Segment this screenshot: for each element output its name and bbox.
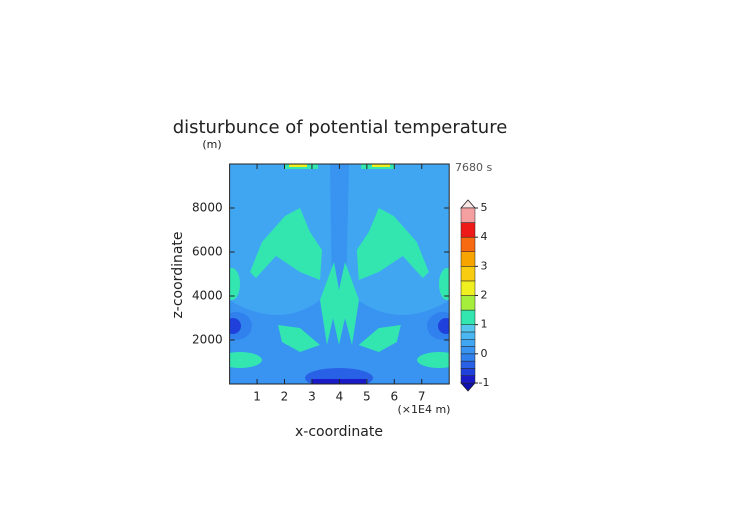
contour-region xyxy=(278,325,320,352)
x-axis-label: x-coordinate xyxy=(295,424,383,440)
colorbar-band xyxy=(460,353,476,362)
x-tick-label: 3 xyxy=(308,390,316,404)
y-tick-label: 6000 xyxy=(192,245,223,259)
colorbar-band xyxy=(460,368,476,376)
x-tick-label: 6 xyxy=(390,390,398,404)
x-tick-label: 2 xyxy=(281,390,289,404)
colorbar-band xyxy=(460,251,476,267)
contour-region xyxy=(356,208,429,280)
colorbar-band xyxy=(460,266,476,282)
colorbar-band xyxy=(460,236,476,253)
y-tick-label: 8000 xyxy=(192,201,223,215)
colorbar-band xyxy=(460,295,476,311)
y-unit: (m) xyxy=(202,138,221,151)
contour-region xyxy=(229,268,240,300)
colorbar-band xyxy=(460,280,476,296)
colorbar-band xyxy=(460,324,476,333)
contour-region xyxy=(229,352,262,368)
colorbar-band xyxy=(460,207,476,223)
chart-title: disturbunce of potential temperature xyxy=(173,117,508,138)
colorbar-tick-label: 5 xyxy=(481,201,488,214)
colorbar-tick-label: 0 xyxy=(481,347,488,360)
contour-region xyxy=(320,262,359,345)
colorbar-band xyxy=(460,346,476,355)
colorbar-extend-bottom xyxy=(460,382,476,392)
contour-field xyxy=(229,164,450,384)
colorbar-tick-label: 3 xyxy=(481,259,488,272)
colorbar-tick-label: 1 xyxy=(481,318,488,331)
colorbar-tick-label: 2 xyxy=(481,289,488,302)
x-tick-label: 7 xyxy=(418,390,426,404)
y-tick-label: 2000 xyxy=(192,333,223,347)
contour-region xyxy=(372,164,390,167)
colorbar-band xyxy=(460,309,476,325)
contour-region xyxy=(229,318,241,334)
contour-region xyxy=(438,318,450,334)
x-tick-label: 1 xyxy=(253,390,261,404)
x-tick-label: 5 xyxy=(363,390,371,404)
contour-region xyxy=(305,368,373,384)
x-tick-label: 4 xyxy=(336,390,344,404)
colorbar-band xyxy=(460,222,476,238)
colorbar-band xyxy=(460,360,476,369)
y-tick-label: 4000 xyxy=(192,289,223,303)
colorbar-extend-top xyxy=(460,199,476,209)
contour-region xyxy=(417,352,450,368)
colorbar-band xyxy=(460,375,476,384)
colorbar-band xyxy=(460,331,476,340)
colorbar-tick-label: 4 xyxy=(481,230,488,243)
time-label: 7680 s xyxy=(455,161,492,174)
contour-region xyxy=(250,208,322,280)
contour-region xyxy=(439,268,450,300)
colorbar-tick-label: -1 xyxy=(479,376,490,389)
x-unit: (×1E4 m) xyxy=(398,403,451,416)
y-axis-label: z-coordinate xyxy=(170,231,186,318)
contour-region xyxy=(289,164,307,167)
contour-region xyxy=(358,325,401,352)
colorbar-band xyxy=(460,339,476,347)
